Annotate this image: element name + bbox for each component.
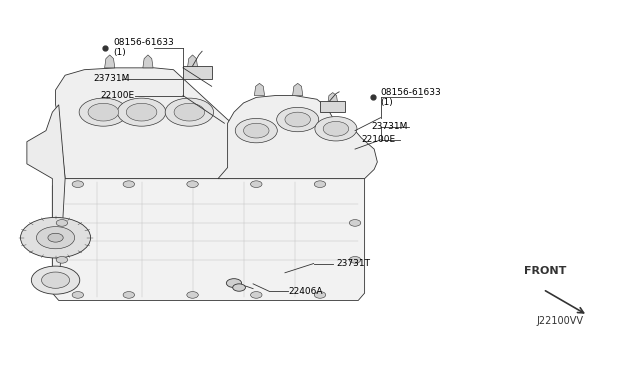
Circle shape (79, 98, 127, 126)
Circle shape (314, 181, 326, 187)
Circle shape (174, 103, 205, 121)
Circle shape (349, 257, 361, 263)
Circle shape (250, 292, 262, 298)
Text: J22100VV: J22100VV (537, 316, 584, 326)
Circle shape (314, 292, 326, 298)
Circle shape (56, 219, 68, 226)
Polygon shape (56, 68, 250, 179)
Polygon shape (254, 83, 264, 96)
Circle shape (88, 103, 118, 121)
Circle shape (349, 219, 361, 226)
Text: 23731T: 23731T (336, 259, 370, 268)
Circle shape (56, 257, 68, 263)
Circle shape (227, 279, 242, 288)
Circle shape (244, 123, 269, 138)
Text: 08156-61633
(1): 08156-61633 (1) (381, 88, 442, 107)
Polygon shape (218, 96, 378, 179)
Circle shape (31, 266, 80, 294)
Text: 22100E: 22100E (362, 135, 396, 144)
Circle shape (233, 284, 246, 291)
Text: 22406A: 22406A (288, 287, 323, 296)
Circle shape (48, 233, 63, 242)
Circle shape (72, 292, 84, 298)
Bar (320, 101, 346, 112)
Circle shape (165, 98, 214, 126)
Circle shape (123, 292, 134, 298)
Circle shape (187, 292, 198, 298)
Text: 08156-61633
(1): 08156-61633 (1) (113, 38, 173, 57)
Polygon shape (104, 55, 115, 68)
Circle shape (250, 181, 262, 187)
Circle shape (285, 112, 310, 127)
Circle shape (123, 181, 134, 187)
Circle shape (323, 121, 349, 136)
Polygon shape (143, 55, 153, 68)
Polygon shape (188, 55, 198, 68)
Text: 23731M: 23731M (94, 74, 130, 83)
Circle shape (126, 103, 157, 121)
Circle shape (276, 108, 319, 132)
Polygon shape (328, 93, 338, 105)
Bar (183, 66, 212, 79)
Circle shape (20, 217, 91, 258)
Circle shape (42, 272, 70, 288)
Circle shape (72, 181, 84, 187)
Polygon shape (52, 179, 365, 301)
Text: FRONT: FRONT (524, 266, 566, 276)
Circle shape (236, 118, 277, 143)
Circle shape (36, 227, 75, 249)
Polygon shape (292, 83, 303, 96)
Text: 23731M: 23731M (371, 122, 407, 131)
Text: 22100E: 22100E (100, 91, 134, 100)
Circle shape (315, 116, 357, 141)
Circle shape (117, 98, 166, 126)
Polygon shape (27, 105, 65, 293)
Circle shape (187, 181, 198, 187)
